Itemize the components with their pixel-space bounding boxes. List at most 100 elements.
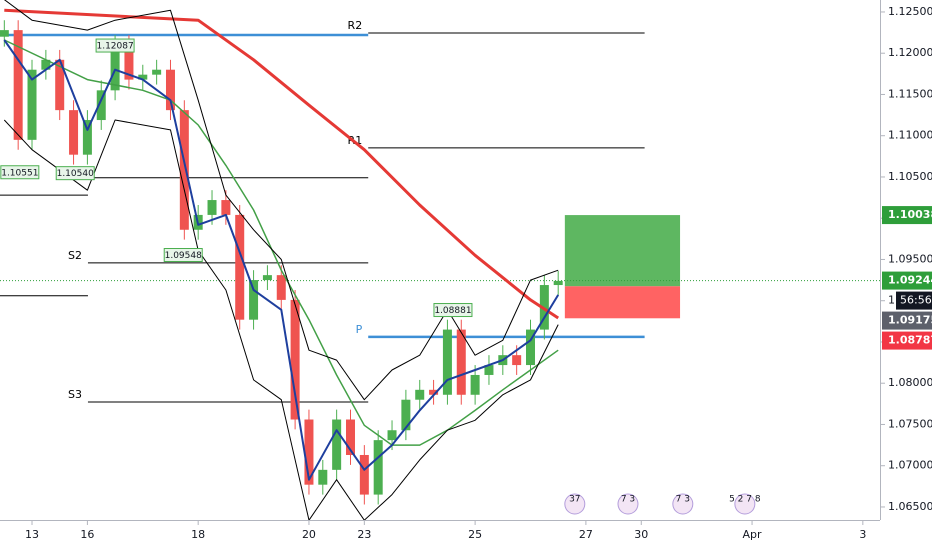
candle-body: [165, 69, 175, 111]
price-tag: 1.09244: [882, 271, 932, 290]
x-tick-label: 16: [80, 528, 94, 541]
candle-body: [553, 280, 563, 286]
event-label: 7 3: [621, 495, 635, 505]
price-note-box: [95, 38, 135, 53]
pivot-label: S2: [68, 249, 82, 262]
price-tag-box: [882, 311, 932, 330]
x-tick-label: 20: [302, 528, 316, 541]
price-tag-label: 1.08787: [888, 334, 932, 347]
x-tick-label: 13: [25, 528, 39, 541]
x-tick-label: 25: [468, 528, 482, 541]
candle-body: [456, 329, 466, 395]
candle-body: [345, 419, 355, 455]
price-note-box: [55, 166, 95, 181]
candle-body: [442, 329, 452, 395]
candle-body: [415, 389, 425, 400]
candle-body: [526, 329, 536, 366]
candle-body: [41, 59, 51, 70]
event-label: 5 2 7 8: [729, 495, 761, 505]
x-tick-label: 3: [859, 528, 866, 541]
candle-body: [262, 275, 272, 281]
price-tag-label: 1.10038: [888, 208, 932, 221]
price-tag-box: [882, 271, 932, 290]
y-tick-label: 1.07500: [888, 417, 932, 430]
candle-body: [304, 419, 314, 485]
event-label: 7 3: [676, 495, 690, 505]
indicator-line: [3, 119, 559, 520]
candle-body: [138, 74, 148, 80]
x-tick-label: Apr: [743, 528, 763, 541]
candle-body: [124, 44, 134, 80]
price-tag-label: 1.09244: [888, 274, 932, 287]
price-note-box: [163, 248, 203, 263]
y-tick-label: 1.10500: [888, 170, 932, 183]
price-note: 1.09548: [165, 251, 202, 261]
y-tick-label: 1.12000: [888, 46, 932, 59]
candle-body: [387, 430, 397, 441]
candle-body: [512, 355, 522, 366]
candle-body: [401, 399, 411, 431]
price-tag-box: [882, 331, 932, 350]
event-flag: [734, 493, 756, 515]
indicator-line: [3, 39, 560, 481]
y-tick-label: 1.11000: [888, 129, 932, 142]
price-note-box: [433, 303, 473, 318]
price-note: 1.12087: [96, 42, 133, 52]
y-tick-label: 1.06500: [888, 500, 932, 513]
countdown-tag: 56:56: [896, 291, 932, 310]
candle-body: [69, 110, 79, 155]
x-tick-label: 27: [579, 528, 593, 541]
candle-body: [96, 90, 106, 121]
candle-body: [152, 69, 162, 75]
candle-body: [221, 200, 231, 215]
event-label: 37: [569, 495, 580, 505]
event-flag: [564, 493, 586, 515]
y-tick-label: 1.12500: [888, 5, 932, 18]
candle-body: [290, 299, 300, 420]
candle-body: [179, 110, 189, 230]
pivot-label: P: [356, 323, 363, 336]
candle-body: [249, 280, 259, 320]
x-tick-label: 18: [191, 528, 205, 541]
pivot-label: S3: [68, 388, 82, 401]
candle-body: [13, 30, 23, 140]
candle-body: [332, 419, 342, 470]
candle-body: [429, 389, 439, 395]
pivot-label: R2: [348, 19, 363, 32]
y-tick-label: 1.07000: [888, 459, 932, 472]
candle-body: [359, 454, 369, 495]
candle-body: [276, 275, 286, 300]
x-tick-label: 30: [634, 528, 648, 541]
candle-body: [82, 120, 92, 155]
candle-body: [27, 69, 37, 140]
event-flag: [672, 493, 694, 515]
price-note: 1.10540: [57, 169, 94, 179]
countdown-box: [896, 291, 932, 310]
profit-zone: [564, 215, 681, 287]
price-note: 1.10551: [1, 168, 38, 178]
candle-body: [373, 440, 383, 495]
indicator-line: [4, 0, 559, 401]
candle-body: [0, 30, 9, 37]
event-flag: [617, 493, 639, 515]
candle-body: [484, 365, 494, 375]
candle-body: [110, 44, 120, 91]
y-tick-label: 1.08000: [888, 376, 932, 389]
candle-body: [55, 59, 65, 111]
indicator-line: [4, 8, 560, 320]
candle-body: [235, 214, 245, 320]
price-note: 1.08881: [434, 306, 471, 316]
price-tag-label: 1.09175: [888, 314, 932, 327]
candle-body: [318, 469, 328, 485]
price-tag: 1.09175: [882, 311, 932, 330]
countdown-label: 56:56: [900, 294, 932, 307]
x-tick-label: 23: [357, 528, 371, 541]
indicator-line: [3, 39, 559, 446]
price-tag-box: [882, 206, 932, 225]
y-tick-label: 1.09500: [888, 252, 932, 265]
price-tag: 1.10038: [882, 206, 932, 225]
price-tag: 1.08787: [882, 331, 932, 350]
candle-body: [207, 200, 217, 215]
